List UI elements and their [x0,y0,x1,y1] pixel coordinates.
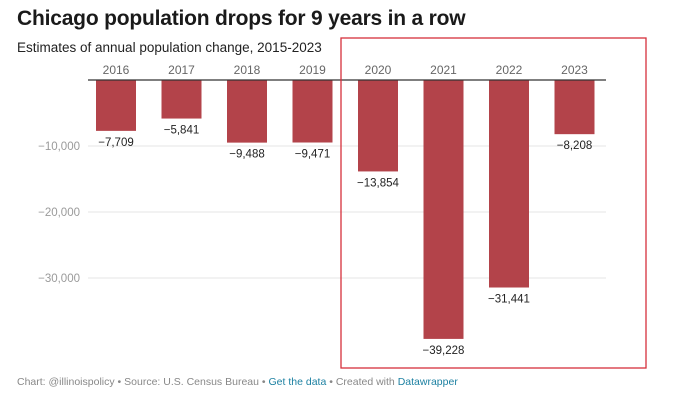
data-label-2020: −13,854 [357,177,399,189]
bar-2016 [96,80,136,131]
created-with-text: Created with [335,376,395,388]
bar-2020 [358,80,398,172]
x-tick-label-2023: 2023 [561,63,588,77]
bar-2023 [554,80,595,135]
get-the-data-link[interactable]: Get the data [268,376,327,388]
highlight-box [340,37,647,369]
bar-2017 [161,80,202,119]
bars [96,80,595,339]
y-tick-label: −30,000 [38,273,80,285]
bar-chart: −7,709 −5,841 −9,488 −9,471 −13,854 −39,228 −3… [38,37,647,369]
data-label-2023: −8,208 [557,140,593,152]
footer-separator: • [117,376,122,388]
x-tick-label-2020: 2020 [365,63,392,77]
data-label-2016: −7,709 [98,137,134,149]
chart-title: Chicago population drops for 9 years in … [17,7,466,30]
data-labels: −7,709 −5,841 −9,488 −9,471 −13,854 −39,228 −3… [98,125,592,357]
bar-2022 [489,80,529,288]
datawrapper-link[interactable]: Datawrapper [397,376,458,388]
footer-separator: • [329,376,333,388]
data-label-2018: −9,488 [229,149,265,161]
data-label-2021: −39,228 [423,345,465,357]
data-label-2019: −9,471 [295,149,331,161]
data-label-2017: −5,841 [164,125,200,137]
x-tick-label-2022: 2022 [496,63,523,77]
x-tick-label-2018: 2018 [234,63,261,77]
chart-footer: Chart: @illinoispolicy • Source: U.S. Ce… [17,376,458,388]
bar-2018 [227,80,267,143]
x-tick-labels: 2016 2017 2018 2019 2020 2021 2022 2023 [103,63,589,77]
footer-separator: • [261,376,266,388]
y-tick-labels: −10,000 −20,000 −30,000 [38,141,80,285]
data-label-2022: −31,441 [488,294,530,306]
bar-2019 [292,80,333,143]
y-tick-label: −20,000 [38,207,80,219]
y-tick-label: −10,000 [38,141,80,153]
source-text: Source: U.S. Census Bureau [124,376,259,388]
x-tick-label-2019: 2019 [299,63,326,77]
chart-credit: Chart: @illinoispolicy [17,376,115,388]
x-tick-label-2021: 2021 [430,63,457,77]
chart-subtitle: Estimates of annual population change, 2… [17,40,322,55]
x-tick-label-2017: 2017 [168,63,195,77]
bar-2021 [423,80,464,339]
x-tick-label-2016: 2016 [103,63,130,77]
